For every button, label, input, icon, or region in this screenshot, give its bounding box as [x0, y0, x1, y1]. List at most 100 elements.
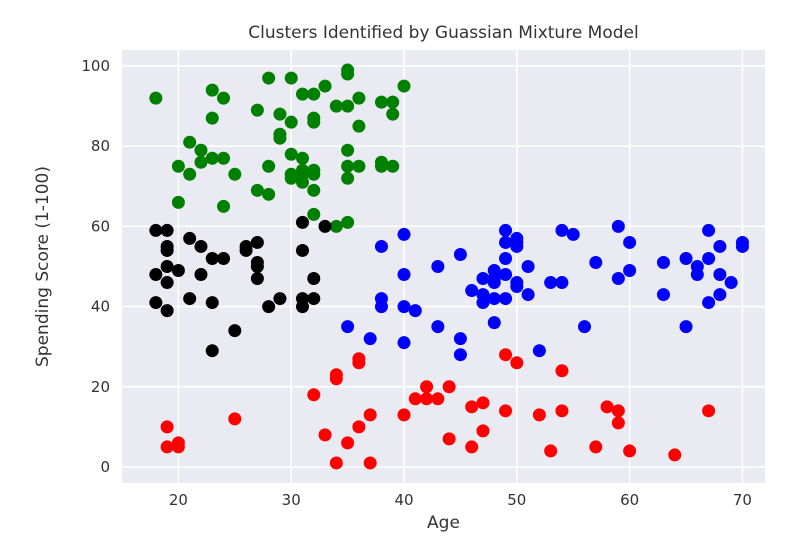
data-point — [228, 167, 242, 181]
data-point — [194, 239, 208, 253]
data-point — [724, 276, 738, 290]
data-point — [589, 255, 603, 269]
data-point — [262, 300, 276, 314]
data-point — [239, 243, 253, 257]
data-point — [160, 223, 174, 237]
data-point — [160, 276, 174, 290]
data-point — [307, 87, 321, 101]
data-point — [623, 264, 637, 278]
data-point — [578, 320, 592, 334]
data-point — [420, 380, 434, 394]
x-tick-label: 40 — [394, 491, 413, 509]
data-point — [307, 292, 321, 306]
data-point — [499, 292, 513, 306]
data-point — [510, 280, 524, 294]
data-point — [611, 272, 625, 286]
data-point — [713, 239, 727, 253]
data-point — [499, 223, 513, 237]
data-point — [205, 151, 219, 165]
data-point — [510, 356, 524, 370]
data-point — [284, 171, 298, 185]
data-point — [205, 83, 219, 97]
data-point — [476, 296, 490, 310]
data-point — [476, 396, 490, 410]
data-point — [352, 159, 366, 173]
data-point — [295, 243, 309, 257]
data-point — [702, 296, 716, 310]
data-point — [171, 159, 185, 173]
data-point — [341, 67, 355, 81]
data-point — [273, 131, 287, 145]
data-point — [623, 235, 637, 249]
data-point — [329, 99, 343, 113]
data-point — [273, 107, 287, 121]
data-point — [295, 175, 309, 189]
data-point — [341, 99, 355, 113]
data-point — [420, 392, 434, 406]
x-axis-title: Age — [427, 513, 460, 533]
data-point — [611, 219, 625, 233]
data-point — [352, 356, 366, 370]
data-point — [499, 235, 513, 249]
data-point — [589, 440, 603, 454]
y-tick-label: 60 — [91, 217, 110, 235]
data-point — [329, 219, 343, 233]
data-point — [307, 272, 321, 286]
data-point — [656, 288, 670, 302]
data-point — [679, 251, 693, 265]
data-point — [205, 251, 219, 265]
data-point — [679, 320, 693, 334]
data-point — [487, 292, 501, 306]
x-tick-label: 70 — [733, 491, 752, 509]
data-point — [408, 304, 422, 318]
data-point — [623, 444, 637, 458]
data-point — [318, 428, 332, 442]
data-point — [453, 332, 467, 346]
data-point — [149, 91, 163, 105]
data-point — [713, 288, 727, 302]
data-point — [295, 215, 309, 229]
data-point — [611, 416, 625, 430]
data-point — [295, 151, 309, 165]
data-point — [397, 336, 411, 350]
data-point — [702, 404, 716, 418]
data-point — [273, 292, 287, 306]
data-point — [521, 288, 535, 302]
data-point — [295, 300, 309, 314]
data-point — [600, 400, 614, 414]
data-point — [318, 79, 332, 93]
data-point — [386, 159, 400, 173]
data-point — [228, 412, 242, 426]
data-point — [510, 239, 524, 253]
y-tick-label: 20 — [91, 378, 110, 396]
data-point — [352, 91, 366, 105]
data-point — [149, 223, 163, 237]
data-point — [363, 456, 377, 470]
data-point — [318, 219, 332, 233]
data-point — [374, 159, 388, 173]
y-tick-label: 80 — [91, 137, 110, 155]
data-point — [262, 159, 276, 173]
data-point — [555, 276, 569, 290]
data-point — [555, 404, 569, 418]
data-point — [544, 276, 558, 290]
data-point — [341, 215, 355, 229]
data-point — [408, 392, 422, 406]
data-point — [217, 91, 231, 105]
tick-labels: 20 30 40 50 60 70 0 20 40 60 80 100 — [81, 57, 752, 509]
chart-title: Clusters Identified by Guassian Mixture … — [248, 23, 638, 43]
data-point — [431, 260, 445, 273]
data-point — [374, 95, 388, 109]
data-point — [329, 456, 343, 470]
data-point — [194, 268, 208, 282]
data-point — [499, 251, 513, 265]
data-point — [499, 348, 513, 362]
data-point — [250, 260, 264, 273]
data-point — [183, 135, 197, 149]
data-point — [487, 316, 501, 330]
data-point — [363, 332, 377, 346]
data-point — [374, 239, 388, 253]
data-point — [295, 87, 309, 101]
data-point — [160, 260, 174, 273]
